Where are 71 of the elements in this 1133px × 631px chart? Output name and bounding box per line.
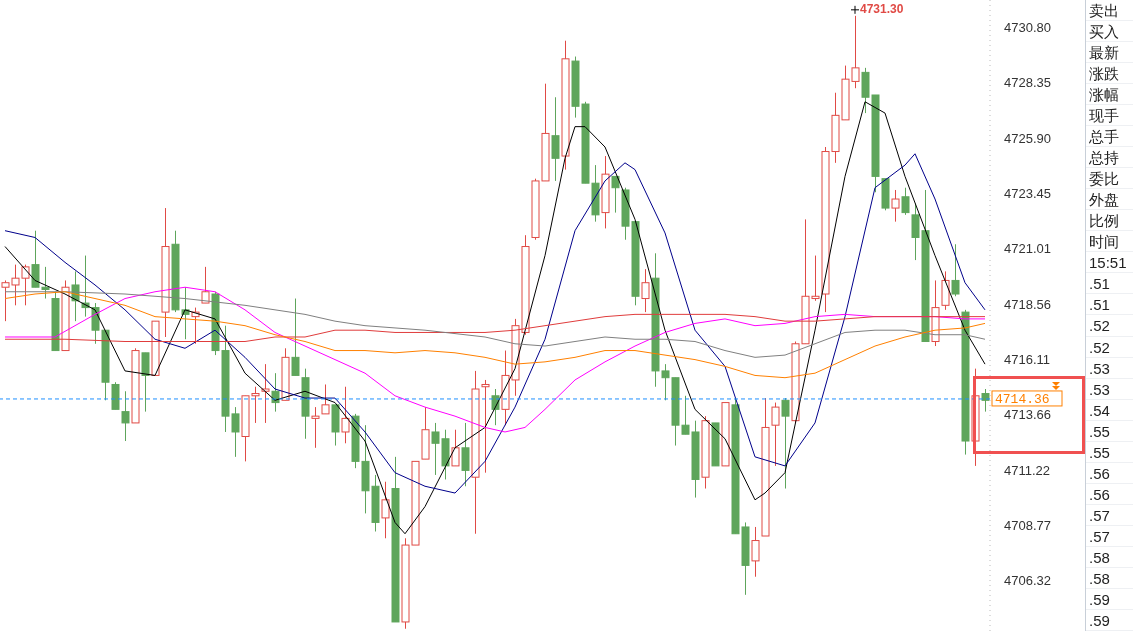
text: .52 [1086,315,1133,337]
candlestick [451,429,460,467]
text: 委比 [1086,168,1133,190]
text: .51 [1086,273,1133,295]
line-series [4,291,986,379]
candlestick [551,96,560,182]
text: 卖出 [1086,0,1133,22]
candlestick [891,189,900,223]
candlestick [461,422,470,487]
candlestick [901,187,910,216]
text: .59 [1086,609,1133,631]
text: .56 [1086,462,1133,484]
text: 买入 [1086,21,1133,43]
text: .59 [1086,588,1133,610]
ref-line-label: 4714.36 [995,391,1050,407]
text: .58 [1086,546,1133,568]
y-tick-label: 4716.11 [1004,351,1051,367]
text: .57 [1086,504,1133,526]
text: .52 [1086,336,1133,358]
text: .55 [1086,441,1133,463]
y-tick-label: 4725.90 [1004,130,1051,146]
candlestick [951,243,960,297]
candlestick [381,481,390,539]
text: 15:51 [1086,252,1133,274]
y-tick-label: 4721.01 [1004,241,1051,257]
y-tick-label: 4708.77 [1004,518,1051,533]
candlestick [141,352,150,413]
text: .53 [1086,357,1133,379]
text: 涨跌 [1086,63,1133,85]
candlestick [261,363,270,424]
text: .56 [1086,483,1133,505]
y-tick-label: 4718.56 [1004,296,1051,312]
text: 外盘 [1086,189,1133,211]
text: .57 [1086,525,1133,547]
candlestick [641,268,650,313]
candlestick [751,526,760,578]
y-tick-label: 4728.35 [1004,75,1051,91]
candlestick [341,386,350,444]
y-tick-label: 4730.80 [1004,19,1051,35]
text: .53 [1086,378,1133,400]
text: .55 [1086,420,1133,442]
candlestick [121,390,130,442]
text: 现手 [1086,105,1133,127]
y-tick-label: 4713.66 [1004,407,1051,423]
line-series [4,291,986,358]
text: .51 [1086,294,1133,316]
candlestick [311,406,320,449]
y-tick-label: 4711.22 [1004,462,1051,478]
candlestick [321,383,330,415]
line-series [4,313,986,343]
text: 最新 [1086,42,1133,64]
text: 总手 [1086,126,1133,148]
y-tick-label: 4706.32 [1004,573,1051,589]
text: 涨幅 [1086,84,1133,106]
text: .54 [1086,399,1133,421]
candlestick [781,397,790,490]
candlestick [81,255,90,318]
candlestick [201,266,210,304]
line-series [4,101,986,535]
candlestick [481,379,490,474]
text: 比例 [1086,210,1133,232]
line-series [4,286,986,433]
annotation: 4731.30 [860,1,904,16]
text: 时间 [1086,231,1133,253]
line-series [4,153,986,494]
candlestick [771,402,780,467]
text: .58 [1086,567,1133,589]
y-tick-label: 4723.45 [1004,185,1051,201]
candlestick [611,175,620,214]
candlestick [291,298,300,376]
text: 总持 [1086,147,1133,169]
